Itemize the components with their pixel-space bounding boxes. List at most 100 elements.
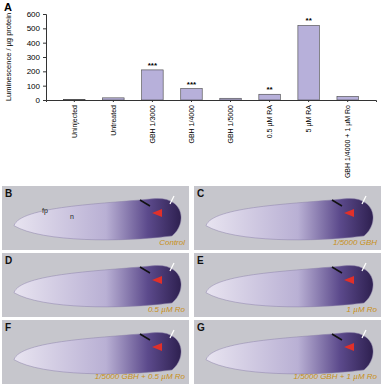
tick-mark <box>43 100 46 101</box>
tick-label: 0.5 µM RA <box>266 105 274 139</box>
bar <box>259 94 280 100</box>
panel-background <box>194 186 381 250</box>
embryo <box>14 265 181 306</box>
structure-label: fp <box>42 207 48 215</box>
bar <box>103 98 124 100</box>
arrowhead <box>152 343 162 351</box>
arrowhead <box>344 343 354 351</box>
tick: GBH 1/5000 <box>227 100 234 144</box>
panel-background <box>2 186 189 250</box>
bar <box>181 89 202 100</box>
tick: 5 µM RA <box>305 100 313 132</box>
tick: GBH 1/3000 <box>149 100 156 144</box>
bar <box>337 96 358 100</box>
tick-label: 500 <box>27 24 41 33</box>
tick-label: 300 <box>27 53 41 62</box>
tick-mark <box>269 100 270 102</box>
significance: ** <box>266 85 273 94</box>
axis-title: Luminescence / µg protein <box>4 13 13 101</box>
tick: 200 <box>27 67 46 76</box>
axis-line <box>47 101 377 103</box>
arrow <box>362 196 366 204</box>
tick: 500 <box>27 24 46 33</box>
arrowhead <box>152 209 162 217</box>
panel-label: 1/5000 GBH <box>333 238 377 247</box>
arrow <box>170 263 174 271</box>
panel-letter: B <box>5 188 12 199</box>
tick-label: 0 <box>36 96 41 105</box>
tick-label: GBH 1/3000 <box>149 105 156 144</box>
significance: *** <box>187 80 197 89</box>
arrow <box>362 330 366 338</box>
panel-label: Control <box>159 238 185 247</box>
tick: 0 <box>36 96 46 105</box>
arrow <box>170 330 174 338</box>
tick-mark <box>308 100 309 102</box>
annotations: ********** <box>148 16 313 94</box>
panel-letter: D <box>5 255 12 266</box>
arrowhead <box>344 276 354 284</box>
tick-mark <box>43 57 46 58</box>
embryo <box>206 198 373 239</box>
tick-label: 400 <box>27 39 41 48</box>
structure-label: n <box>70 213 74 220</box>
embryo <box>206 332 373 373</box>
tick-label: 100 <box>27 82 41 91</box>
bar <box>64 99 85 100</box>
panel-label: 1 µM Ro <box>347 305 378 314</box>
image-panel: E1 µM Ro <box>194 253 381 317</box>
significance: *** <box>148 61 158 70</box>
arrow <box>362 263 366 271</box>
tick-label: Untreated <box>110 105 117 136</box>
tick-label: GBH 1/4000 <box>188 105 195 144</box>
tick-mark <box>347 100 348 102</box>
embryo <box>206 265 373 306</box>
significance: ** <box>306 16 313 25</box>
tick-mark <box>74 100 75 102</box>
tick-mark <box>43 71 46 72</box>
panel-background <box>194 320 381 384</box>
arrow <box>332 334 342 340</box>
bar <box>298 25 319 100</box>
arrow <box>140 334 150 340</box>
bars <box>64 25 359 100</box>
tick-label: 600 <box>27 10 41 19</box>
panel-label: 1/5000 GBH + 0.5 µM Ro <box>95 372 186 381</box>
tick-mark <box>43 43 46 44</box>
y-axis: 0 100 200 300 400 500 600 <box>27 10 47 105</box>
arrow <box>140 200 150 206</box>
panel-letter: C <box>197 188 204 199</box>
tick-label: GBH 1/4000 + 1 µM Ro <box>344 105 352 178</box>
tick-mark <box>191 100 192 102</box>
tick-label: Uninjected <box>71 105 79 138</box>
tick: Uninjected <box>71 100 79 138</box>
panel-background <box>2 253 189 317</box>
tick: 300 <box>27 53 46 62</box>
image-panel: B Control fp n <box>2 186 189 250</box>
tick: GBH 1/4000 + 1 µM Ro <box>344 100 352 178</box>
tick: 0.5 µM RA <box>266 100 274 138</box>
tick: GBH 1/4000 <box>188 100 195 144</box>
panel-letter: F <box>5 322 11 333</box>
arrow <box>332 200 342 206</box>
panel-background <box>194 253 381 317</box>
tick: 600 <box>27 10 46 19</box>
image-panel: G1/5000 GBH + 1 µM Ro <box>194 320 381 384</box>
tick: 400 <box>27 39 46 48</box>
embryo <box>14 198 181 239</box>
arrowhead <box>344 209 354 217</box>
panel-background <box>2 320 189 384</box>
panel-letter: G <box>197 322 205 333</box>
panel-letter: A <box>4 1 12 13</box>
tick-mark <box>230 100 231 102</box>
arrowhead <box>152 276 162 284</box>
tick-mark <box>43 28 46 29</box>
image-panel: C 1/5000 GBH <box>194 186 381 250</box>
image-panel: F 1/5000 GBH + 0.5 µM Ro <box>2 320 189 384</box>
tick-mark <box>113 100 114 102</box>
bar <box>220 98 241 100</box>
arrow <box>170 196 174 204</box>
tick-mark <box>43 14 46 15</box>
arrow <box>332 267 342 273</box>
tick-mark <box>43 86 46 87</box>
